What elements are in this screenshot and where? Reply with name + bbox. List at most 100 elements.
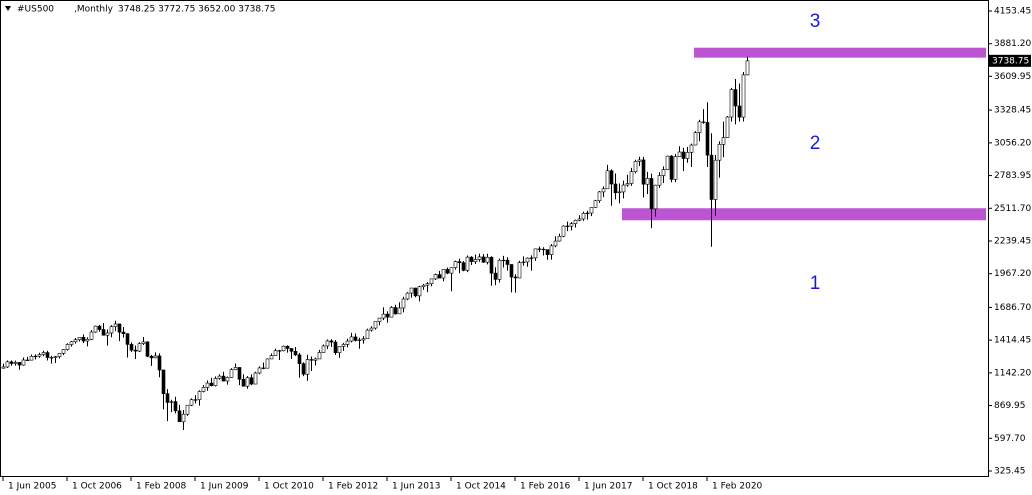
- annotation: 3: [810, 11, 821, 32]
- x-tick-label: 1 Jun 2009: [200, 482, 249, 492]
- candle-body: [169, 401, 174, 403]
- candle-body: [345, 340, 350, 345]
- candle-body: [197, 391, 202, 400]
- candle-body: [113, 323, 118, 327]
- candle-body: [425, 283, 430, 286]
- candle-body: [501, 259, 506, 262]
- y-tick-label: 1686.70: [994, 303, 1031, 313]
- y-tick-label: 3328.45: [994, 106, 1031, 116]
- candle-body: [737, 105, 742, 118]
- candle-body: [429, 278, 434, 285]
- candle-body: [409, 287, 414, 294]
- candle-body: [665, 155, 670, 170]
- candle-body: [393, 307, 398, 315]
- candle-body: [241, 378, 246, 387]
- candle-body: [269, 355, 274, 360]
- candle-body: [621, 184, 626, 193]
- candle-body: [557, 235, 562, 242]
- candle-body: [745, 60, 750, 76]
- candle-body: [53, 356, 58, 358]
- y-tick-label: 597.70: [994, 434, 1026, 444]
- y-tick-label: 325.45: [994, 467, 1026, 477]
- candle-body: [181, 413, 186, 423]
- candle-body: [553, 240, 558, 247]
- candle-body: [69, 341, 74, 345]
- candle-body: [657, 175, 662, 186]
- candle-body: [161, 369, 166, 394]
- candle-body: [85, 339, 90, 342]
- candle-body: [25, 359, 30, 361]
- price-tag-label: 3738.75: [992, 56, 1029, 66]
- candle-body: [717, 144, 722, 161]
- x-tick-label: 1 Feb 2012: [328, 482, 378, 492]
- candle-body: [493, 272, 498, 280]
- candle-body: [401, 298, 406, 309]
- candle-body: [597, 191, 602, 201]
- candle-body: [173, 401, 178, 412]
- candle-body: [405, 292, 410, 300]
- candle-body: [5, 361, 10, 368]
- candle-body: [705, 122, 710, 156]
- candle-body: [365, 329, 370, 340]
- candle-body: [341, 344, 346, 347]
- candle-body: [497, 259, 502, 280]
- candle-body: [585, 212, 590, 214]
- x-tick-label: 1 Oct 2014: [456, 482, 506, 492]
- candle-body: [9, 361, 14, 364]
- candle-body: [533, 248, 538, 259]
- candle-body: [541, 248, 546, 251]
- candle-body: [101, 329, 106, 336]
- candle-body: [721, 137, 726, 145]
- candle-body: [13, 362, 18, 364]
- candle-body: [249, 377, 254, 385]
- candle-body: [685, 152, 690, 159]
- y-tick-label: 2783.95: [994, 171, 1031, 181]
- candle-body: [521, 261, 526, 263]
- candle-body: [329, 340, 334, 343]
- candle-body: [389, 307, 394, 318]
- candle-body: [65, 344, 70, 350]
- candle-body: [317, 352, 322, 360]
- collapse-arrow[interactable]: [5, 6, 11, 11]
- candle-body: [253, 372, 258, 385]
- candle-body: [17, 362, 22, 366]
- candle-body: [525, 257, 530, 263]
- x-tick-label: 1 Feb 2016: [520, 482, 571, 492]
- candle-body: [545, 249, 550, 255]
- candle-body: [213, 378, 218, 386]
- candle-body: [485, 256, 490, 263]
- candle-body: [89, 331, 94, 340]
- candle-body: [417, 286, 422, 297]
- candle-body: [733, 89, 738, 107]
- candle-body: [709, 154, 714, 200]
- candle-body: [121, 331, 126, 335]
- symbol: #US500: [17, 5, 54, 15]
- candle-body: [333, 341, 338, 353]
- candle-body: [489, 256, 494, 274]
- candle-body: [669, 155, 674, 180]
- y-tick-label: 1967.20: [994, 269, 1031, 279]
- candle-body: [693, 132, 698, 146]
- candle-body: [133, 349, 138, 352]
- candle-body: [237, 367, 242, 380]
- candle-body: [129, 344, 134, 351]
- candle-body: [61, 349, 66, 354]
- candle-body: [337, 346, 342, 353]
- candle-body: [569, 223, 574, 227]
- candle-body: [457, 261, 462, 263]
- candle-body: [381, 313, 386, 319]
- candle-body: [49, 357, 54, 359]
- candle-body: [577, 218, 582, 221]
- candle-body: [357, 339, 362, 341]
- candle-body: [325, 340, 330, 347]
- candle-body: [221, 375, 226, 382]
- zone: [622, 208, 986, 221]
- x-tick-label: 1 Oct 2006: [72, 482, 122, 492]
- candle-body: [437, 274, 442, 279]
- annotation: 1: [810, 273, 821, 294]
- candle-body: [509, 264, 514, 278]
- y-tick-label: 1142.20: [994, 368, 1031, 378]
- candle-body: [349, 336, 354, 342]
- candle-body: [517, 262, 522, 279]
